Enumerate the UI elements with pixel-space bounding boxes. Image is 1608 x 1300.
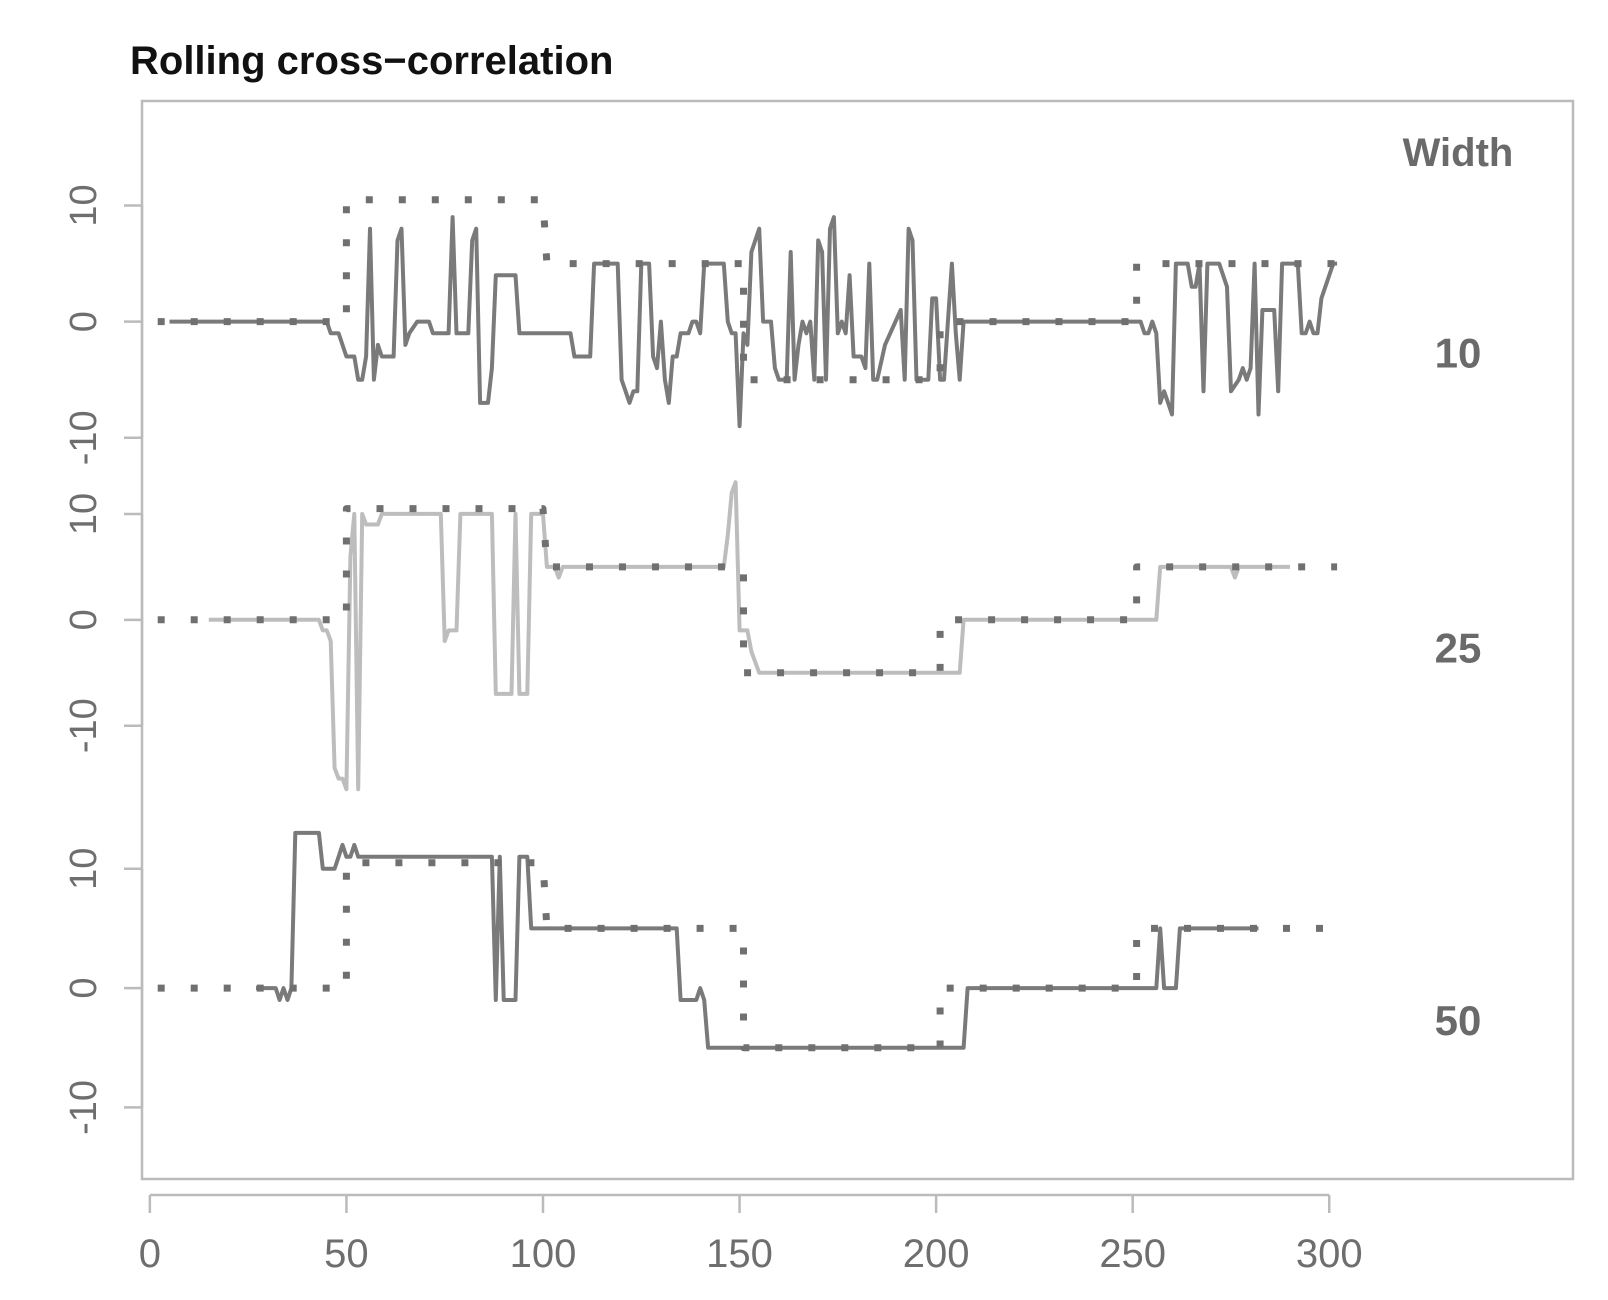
panel-width-25: 10 0 -10 25 [63,480,1482,792]
y-tick-label: -10 [63,698,105,753]
reference-dotted-line [157,196,1338,384]
x-tick-label: 0 [139,1232,161,1276]
x-tick-label: 200 [903,1232,970,1276]
panel-width-label: 10 [1435,330,1482,377]
y-tick-label: 0 [63,977,105,998]
x-tick-label: 250 [1099,1232,1166,1276]
y-tick-label: 10 [63,848,105,890]
reference-dotted-line [157,859,1338,1052]
x-tick-label: 50 [324,1232,369,1276]
correlation-series-line [256,830,1259,1050]
panel-width-label: 50 [1435,997,1482,1044]
y-tick-label: 10 [63,493,105,535]
chart-title: Rolling cross−correlation [130,39,613,83]
y-tick-label: 0 [63,609,105,630]
panel-width-label: 25 [1435,625,1482,672]
x-tick-label: 150 [706,1232,773,1276]
y-tick-label: -10 [63,1080,105,1135]
correlation-series-line [169,215,1338,429]
y-tick-label: 10 [63,184,105,226]
x-tick-label: 300 [1296,1232,1363,1276]
panel-width-10: 10 0 -10 10 [63,184,1481,465]
y-tick-label: 0 [63,311,105,332]
legend-title: Width [1403,131,1514,175]
x-tick-label: 100 [510,1232,577,1276]
correlation-series-line [208,480,1290,792]
y-tick-label: -10 [63,410,105,465]
x-axis: 0 50 100 150 200 250 300 [139,1193,1363,1276]
panel-width-50: 10 0 -10 50 [63,830,1482,1135]
